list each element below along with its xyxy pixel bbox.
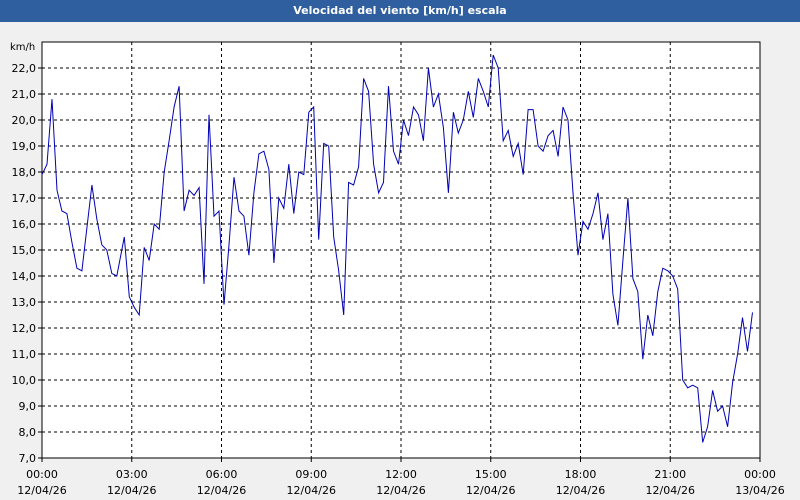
x-tick-time-label: 06:00 <box>206 468 238 481</box>
y-tick-label: 14,0 <box>12 270 37 283</box>
y-tick-label: 16,0 <box>12 218 37 231</box>
y-tick-label: 21,0 <box>12 88 37 101</box>
plot-area <box>41 41 761 459</box>
x-tick-time-label: 12:00 <box>385 468 417 481</box>
y-tick-label: 20,0 <box>12 114 37 127</box>
y-axis-label: km/h <box>10 42 35 53</box>
x-tick-date-label: 13/04/26 <box>735 484 784 497</box>
y-tick-label: 11,0 <box>12 348 37 361</box>
x-tick-date-label: 12/04/26 <box>197 484 246 497</box>
x-tick-time-label: 18:00 <box>565 468 597 481</box>
x-tick-date-label: 12/04/26 <box>646 484 695 497</box>
y-tick-label: 17,0 <box>12 192 37 205</box>
chart-title: Velocidad del viento [km/h] escala <box>0 0 800 22</box>
x-tick-time-label: 15:00 <box>475 468 507 481</box>
x-tick-date-label: 12/04/26 <box>376 484 425 497</box>
y-tick-label: 12,0 <box>12 322 37 335</box>
x-tick-time-label: 09:00 <box>295 468 327 481</box>
x-tick-date-label: 12/04/26 <box>466 484 515 497</box>
x-tick-date-label: 12/04/26 <box>287 484 336 497</box>
x-tick-time-label: 03:00 <box>116 468 148 481</box>
wind-speed-series-line <box>41 54 753 443</box>
x-tick-time-label: 21:00 <box>654 468 686 481</box>
y-tick-label: 15,0 <box>12 244 37 257</box>
y-tick-label: 9,0 <box>19 400 37 413</box>
y-tick-label: 10,0 <box>12 374 37 387</box>
y-tick-label: 13,0 <box>12 296 37 309</box>
x-tick-date-label: 12/04/26 <box>107 484 156 497</box>
y-tick-label: 19,0 <box>12 140 37 153</box>
x-tick-date-label: 12/04/26 <box>17 484 66 497</box>
y-axis-ticks: 7,0 8,0 9,0 10,0 11,0 12,0 13,0 14,0 15,0 16,0 17,… <box>12 62 42 465</box>
x-tick-time-label: 00:00 <box>744 468 776 481</box>
x-tick-date-label: 12/04/26 <box>556 484 605 497</box>
y-tick-label: 8,0 <box>19 426 37 439</box>
series-group <box>41 54 753 443</box>
x-tick-time-label: 00:00 <box>26 468 58 481</box>
y-tick-label: 7,0 <box>19 452 37 465</box>
y-tick-label: 22,0 <box>12 62 37 75</box>
x-axis-ticks: 00:00 12/04/26 03:00 12/04/26 06:00 12/04/26 0… <box>17 458 785 497</box>
y-tick-label: 18,0 <box>12 166 37 179</box>
